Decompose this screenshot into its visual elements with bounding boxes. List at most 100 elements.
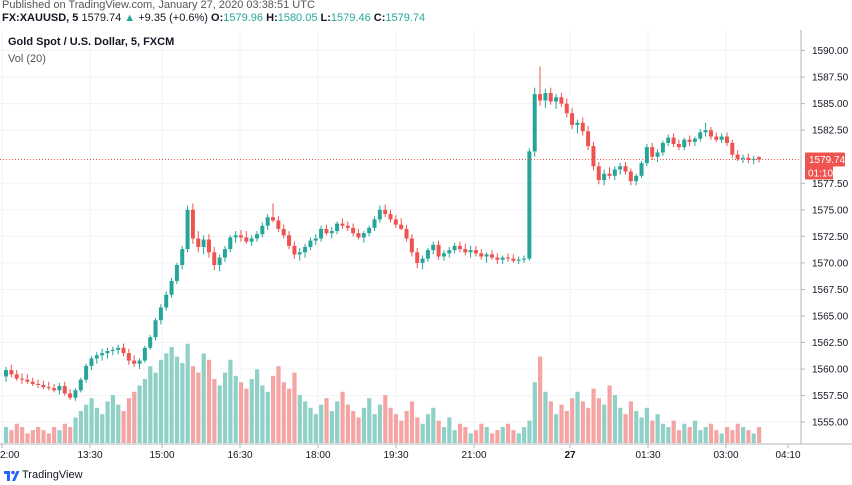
volume-bar [201, 353, 206, 443]
price-tick-label: 1565.00 [812, 311, 849, 322]
candle [185, 205, 190, 253]
time-axis[interactable]: 2:00 13:30 15:00 16:30 18:00 19:30 21:00 27 01:3… [0, 443, 852, 459]
volume-bar [463, 427, 468, 443]
volume-bar [292, 372, 297, 443]
tradingview-logo-icon[interactable] [4, 468, 20, 482]
volume-bar [751, 433, 756, 443]
volume-bar [612, 395, 618, 443]
candle-body [244, 237, 249, 242]
candle [329, 226, 334, 239]
candle-body [735, 154, 740, 159]
volume-bar [324, 398, 329, 443]
volume-bar [116, 404, 121, 443]
volume-bar [431, 407, 436, 443]
candle [527, 148, 532, 261]
candle-body [100, 353, 105, 356]
candle-body [116, 347, 121, 350]
candle-body [634, 175, 639, 182]
volume-bar [233, 375, 238, 443]
candle [228, 235, 233, 253]
candle-body [618, 166, 623, 170]
volume-bar [682, 423, 687, 443]
volume-bar [634, 411, 639, 443]
candle-body [260, 225, 265, 235]
candle [180, 245, 185, 270]
candle [169, 277, 174, 298]
price-tick-label: 1560.00 [812, 365, 849, 376]
volume-bar [20, 427, 25, 443]
volume-bar [271, 375, 276, 443]
candle [84, 363, 89, 383]
candle [596, 162, 601, 185]
volume-bar [570, 398, 575, 443]
candle [500, 255, 505, 264]
candle-body [196, 238, 201, 247]
change-arrow-icon: ▲ [124, 12, 136, 24]
candle-body [4, 370, 8, 377]
candle [94, 352, 99, 364]
time-tick-label: 13:30 [77, 450, 102, 459]
volume-bar [564, 411, 569, 443]
price-tick-label: 1572.50 [812, 232, 849, 243]
volume-bar [89, 398, 94, 443]
time-tick-label: 2:00 [0, 450, 20, 459]
price-tick-label: 1557.50 [812, 391, 849, 402]
legend-volume: Vol (20) [8, 53, 46, 65]
candle-body [570, 113, 575, 125]
candle [735, 150, 740, 161]
candle [447, 246, 452, 258]
candle-body [377, 209, 382, 220]
candle [719, 133, 724, 143]
candle-body [164, 294, 169, 308]
volume-bar [84, 404, 89, 443]
candle [441, 250, 446, 261]
candle-body [500, 257, 505, 260]
tradingview-brand[interactable]: TradingView [22, 469, 83, 481]
candle [196, 231, 201, 253]
candle [506, 253, 510, 262]
candle-body [586, 131, 591, 147]
candle [255, 231, 259, 242]
candle-body [201, 239, 206, 247]
candle-body [388, 214, 393, 220]
time-tick-label: 27 [564, 450, 576, 459]
candle-body [94, 355, 99, 359]
candle-body [596, 166, 601, 181]
candle-body [703, 130, 708, 133]
candle-body [110, 349, 115, 352]
price-chart[interactable]: 1590.00 1587.50 1585.00 1582.50 1577.50 1575.… [0, 30, 852, 459]
high-value: 1580.05 [277, 12, 318, 24]
volume-bar [137, 385, 142, 443]
volume-bar [580, 401, 585, 443]
candle [703, 122, 708, 137]
candle-body [607, 173, 612, 176]
volume-bar [489, 433, 495, 443]
candle [644, 143, 649, 167]
candle-body [554, 97, 559, 102]
volume-bar [308, 407, 313, 443]
last-price: 1579.74 [81, 12, 122, 24]
time-tick-label: 15:00 [149, 450, 174, 459]
candle [110, 346, 115, 356]
candle-body [249, 238, 254, 242]
price-tick-label: 1570.00 [812, 258, 849, 269]
candle [538, 66, 543, 106]
candle-body [692, 138, 697, 142]
candle-body [190, 209, 195, 239]
candle-body [319, 228, 324, 239]
volume-bar [436, 420, 441, 443]
price-axis[interactable]: 1590.00 1587.50 1585.00 1582.50 1577.50 1575.… [800, 30, 849, 444]
candle [634, 173, 639, 186]
candle [313, 234, 318, 245]
candle-body [105, 351, 110, 354]
volume-bar [73, 417, 78, 443]
volume-bar [479, 423, 484, 443]
volume-bar [196, 372, 201, 443]
volume-bar [222, 372, 228, 443]
candle-body [361, 233, 366, 238]
volume-bar [714, 430, 719, 443]
candle-body [383, 209, 388, 215]
candle-body [415, 252, 420, 263]
volume-bar [703, 427, 708, 443]
candle-body [89, 358, 94, 366]
